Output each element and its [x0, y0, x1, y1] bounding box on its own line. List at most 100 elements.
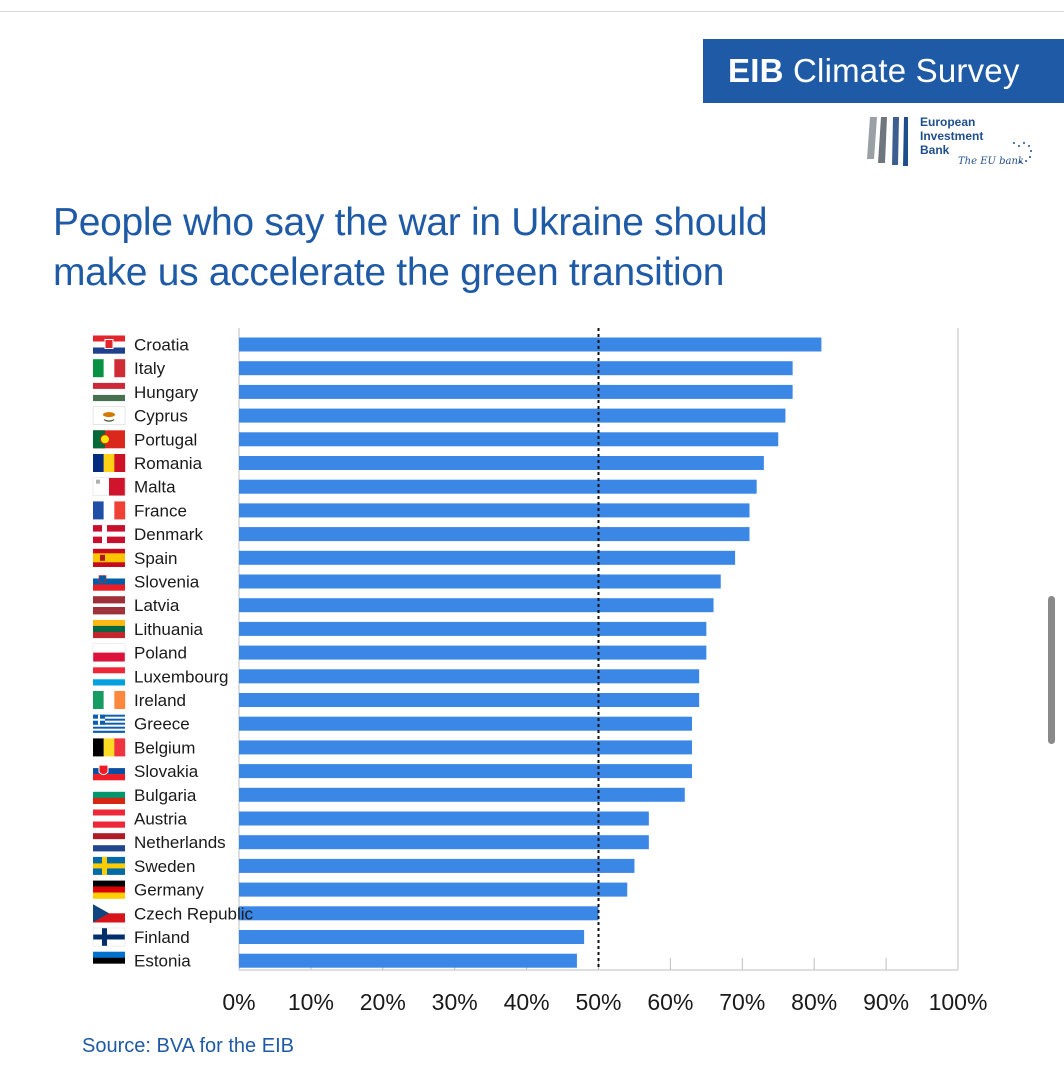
bulgaria-flag-icon	[93, 785, 125, 804]
eib-name-line2: Investment	[920, 129, 984, 143]
bar	[239, 598, 714, 613]
bar	[239, 764, 692, 779]
category-label: Latvia	[134, 596, 180, 615]
slovenia-flag-icon	[93, 572, 125, 591]
malta-flag-icon	[92, 477, 126, 496]
category-label: Italy	[134, 359, 166, 378]
czech-republic-flag-icon	[93, 904, 125, 923]
denmark-flag-icon	[93, 525, 125, 544]
bar	[239, 361, 793, 376]
bar	[239, 906, 599, 921]
category-label: Spain	[134, 549, 177, 568]
eib-name-line3: Bank	[920, 143, 950, 157]
category-label: Cyprus	[134, 407, 188, 426]
france-flag-icon	[93, 501, 126, 520]
bar	[239, 384, 793, 399]
x-tick-label: 80%	[791, 989, 837, 1015]
category-label: France	[134, 501, 187, 520]
greece-flag-icon	[93, 714, 125, 733]
x-tick-label: 0%	[222, 989, 255, 1015]
bar	[239, 669, 700, 684]
category-label: Poland	[134, 644, 187, 663]
x-tick-label: 10%	[288, 989, 334, 1015]
belgium-flag-icon	[93, 738, 126, 757]
category-label: Bulgaria	[134, 786, 197, 805]
category-label: Ireland	[134, 691, 186, 710]
category-label: Greece	[134, 715, 190, 734]
hungary-flag-icon	[93, 382, 125, 402]
bar	[239, 645, 707, 660]
category-label: Luxembourg	[134, 667, 229, 686]
ireland-flag-icon	[93, 691, 126, 709]
croatia-flag-icon	[93, 335, 125, 354]
lithuania-flag-icon	[93, 619, 125, 639]
category-label: Austria	[134, 810, 187, 829]
scrollbar-thumb[interactable]	[1048, 596, 1055, 744]
romania-flag-icon	[93, 454, 126, 472]
category-label: Portugal	[134, 430, 197, 449]
bar	[239, 503, 750, 518]
bar	[239, 835, 649, 850]
poland-flag-icon	[92, 643, 126, 662]
bar	[239, 787, 685, 802]
portugal-flag-icon	[93, 430, 125, 449]
category-label: Lithuania	[134, 620, 204, 639]
bar	[239, 953, 577, 968]
eib-name-line1: European	[920, 115, 976, 129]
eib-name: European Investment Bank	[920, 115, 983, 157]
banner-bold: EIB	[728, 52, 784, 89]
x-tick-label: 40%	[504, 989, 550, 1015]
bar	[239, 550, 736, 565]
category-label: Czech Republic	[134, 904, 254, 923]
category-label: Denmark	[134, 525, 203, 544]
bar-chart: 0% 10% 20% 30% 40% 50% 60% 70% 80% 90% 100% Croatia…	[92, 328, 988, 1015]
source-note: Source: BVA for the EIB	[82, 1035, 294, 1057]
austria-flag-icon	[93, 809, 125, 828]
luxembourg-flag-icon	[93, 667, 125, 686]
eu-stars-icon	[1013, 142, 1032, 163]
latvia-flag-icon	[93, 596, 125, 615]
estonia-flag-icon	[93, 951, 125, 970]
banner-rest: Climate Survey	[793, 52, 1020, 89]
category-label: Germany	[134, 881, 204, 900]
category-label: Croatia	[134, 336, 189, 355]
category-label: Estonia	[134, 952, 191, 971]
bar	[239, 858, 635, 873]
category-label: Netherlands	[134, 833, 226, 852]
bar	[239, 740, 692, 755]
x-tick-label: 100%	[929, 989, 988, 1015]
eib-bars-icon	[867, 117, 908, 166]
slovakia-flag-icon	[93, 762, 125, 781]
category-label: Slovenia	[134, 573, 200, 592]
bar	[239, 693, 700, 707]
category-label: Slovakia	[134, 762, 199, 781]
italy-flag-icon	[93, 359, 126, 378]
category-label: Romania	[134, 454, 203, 473]
germany-flag-icon	[93, 880, 125, 899]
sweden-flag-icon	[93, 856, 125, 875]
bar	[239, 408, 786, 423]
chart-title: People who say the war in Ukraine should…	[53, 198, 853, 298]
eib-logo: European Investment Bank The EU bank	[866, 113, 1046, 175]
x-tick-label: 50%	[575, 989, 621, 1015]
chart-title-line1: People who say the war in Ukraine should	[53, 201, 768, 244]
category-label: Hungary	[134, 383, 199, 402]
bar	[239, 432, 779, 447]
bar	[239, 621, 707, 636]
x-tick-label: 90%	[863, 989, 909, 1015]
category-label: Sweden	[134, 857, 195, 876]
x-tick-label: 30%	[432, 989, 478, 1015]
finland-flag-icon	[92, 927, 126, 947]
bar	[239, 527, 750, 542]
category-label: Malta	[134, 478, 176, 497]
bar	[239, 930, 585, 944]
netherlands-flag-icon	[93, 833, 125, 852]
bar	[239, 811, 649, 826]
survey-banner: EIB Climate Survey	[703, 39, 1064, 103]
bar	[239, 337, 822, 352]
bar	[239, 479, 757, 494]
x-tick-label: 70%	[719, 989, 765, 1015]
category-label: Finland	[134, 928, 190, 947]
bar	[239, 456, 764, 470]
chart-title-line2: make us accelerate the green transition	[53, 251, 725, 294]
